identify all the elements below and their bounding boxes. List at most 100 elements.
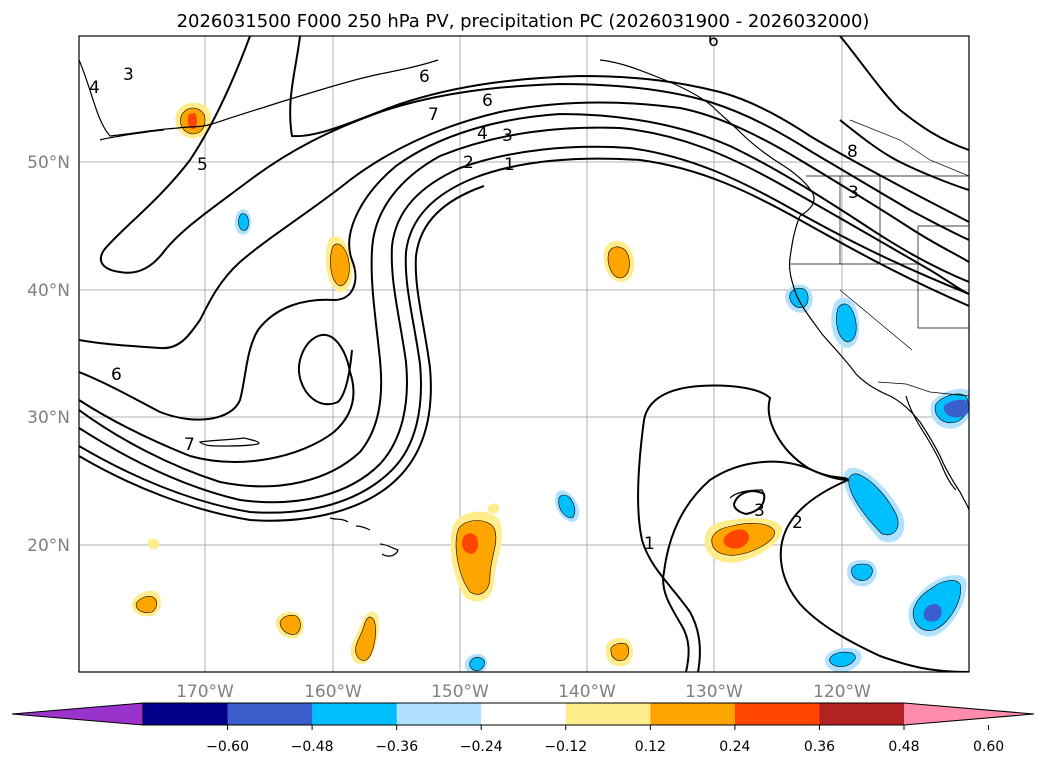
precip-blob bbox=[279, 614, 301, 635]
precip-blob bbox=[943, 399, 969, 418]
precip-blob bbox=[147, 538, 160, 550]
contour-line bbox=[79, 112, 969, 421]
contour-label: 1 bbox=[644, 534, 655, 554]
contour-label: 8 bbox=[847, 142, 858, 162]
colorbar-tick-label: 0.12 bbox=[635, 739, 666, 755]
lon-label: 160°W bbox=[304, 682, 362, 702]
precip-blob bbox=[330, 243, 350, 287]
precip-blob bbox=[836, 303, 857, 343]
contour-line bbox=[662, 460, 849, 672]
precip-blob bbox=[829, 651, 856, 667]
coastlines bbox=[79, 59, 969, 557]
contour-label: 2 bbox=[463, 153, 474, 173]
latitude-labels: 50°N 40°N 30°N 20°N bbox=[27, 153, 70, 556]
colorbar-segment bbox=[819, 703, 905, 725]
contour-label: 7 bbox=[184, 435, 195, 455]
colorbar-segment bbox=[565, 703, 651, 725]
colorbar-tick-label: −0.12 bbox=[544, 739, 587, 755]
longitude-labels: 170°W 160°W 150°W 140°W 130°W 120°W bbox=[176, 682, 871, 702]
map-title: 2026031500 F000 250 hPa PV, precipitatio… bbox=[177, 11, 870, 32]
lon-label: 130°W bbox=[685, 682, 743, 702]
precip-blob bbox=[187, 113, 198, 129]
precip-blob bbox=[355, 616, 376, 661]
contour-line bbox=[289, 36, 969, 223]
contour-label: 3 bbox=[754, 501, 765, 521]
colorbar-segments bbox=[12, 703, 1034, 725]
colorbar-outline bbox=[11, 702, 1035, 726]
colorbar: −0.60 −0.48 −0.36 −0.24 −0.12 0.12 0.24 0.36 0.4… bbox=[11, 702, 1035, 755]
hawaii-islands bbox=[329, 517, 399, 557]
aleutian-chain bbox=[99, 129, 165, 141]
lat-label: 50°N bbox=[27, 153, 70, 173]
precip-blob bbox=[462, 533, 479, 554]
precip-blob bbox=[487, 503, 500, 514]
colorbar-segment bbox=[481, 703, 567, 725]
state-border bbox=[839, 289, 913, 351]
north-america-coast bbox=[788, 215, 969, 511]
contour-label: 1 bbox=[504, 155, 515, 175]
borders bbox=[790, 119, 969, 397]
contour-line bbox=[839, 36, 969, 151]
contour-line bbox=[79, 185, 485, 522]
contour-label: 3 bbox=[123, 65, 134, 85]
colorbar-tick-label: −0.36 bbox=[375, 739, 418, 755]
contour-label: 6 bbox=[482, 91, 493, 111]
lon-label: 140°W bbox=[558, 682, 616, 702]
contour-line bbox=[99, 36, 969, 274]
contour-line bbox=[79, 145, 969, 504]
contour-label: 2 bbox=[792, 513, 803, 533]
lon-label: 150°W bbox=[431, 682, 489, 702]
colorbar-extend-max bbox=[904, 703, 1034, 725]
lat-label: 30°N bbox=[27, 408, 70, 428]
contour-label: 3 bbox=[848, 183, 859, 203]
colorbar-tick-label: 0.60 bbox=[973, 739, 1004, 755]
map-area: 3 4 5 6 7 6 4 3 2 1 6 7 6 8 3 1 3 2 bbox=[78, 31, 970, 673]
contour-label: 4 bbox=[89, 78, 100, 98]
colorbar-tick-label: 0.36 bbox=[804, 739, 835, 755]
colorbar-tick-label: 0.48 bbox=[888, 739, 919, 755]
contour-line bbox=[79, 333, 355, 463]
lat-label: 40°N bbox=[27, 281, 70, 301]
contour-label: 5 bbox=[197, 155, 208, 175]
colorbar-tick-label: 0.24 bbox=[719, 739, 750, 755]
precip-blob bbox=[923, 604, 942, 622]
gridlines bbox=[79, 36, 969, 672]
baja-california bbox=[905, 395, 957, 491]
contour-label: 6 bbox=[419, 67, 430, 87]
precip-blob bbox=[469, 656, 485, 671]
contour-label: 3 bbox=[502, 126, 513, 146]
colorbar-tick-label: −0.48 bbox=[291, 739, 334, 755]
pv-contours bbox=[79, 36, 969, 672]
contour-labels: 3 4 5 6 7 6 4 3 2 1 6 7 6 8 3 1 3 2 bbox=[89, 31, 859, 554]
colorbar-tick-label: −0.24 bbox=[460, 739, 503, 755]
us-mexico-border bbox=[877, 381, 969, 397]
contour-line bbox=[79, 126, 969, 488]
contour-line bbox=[637, 384, 969, 672]
contour-label: 6 bbox=[111, 365, 122, 385]
contour-label: 4 bbox=[477, 124, 488, 144]
contour-label: 7 bbox=[428, 105, 439, 125]
contour-label: 6 bbox=[708, 31, 719, 51]
precip-blob bbox=[558, 494, 576, 519]
precip-blob bbox=[607, 246, 630, 279]
colorbar-segment bbox=[734, 703, 820, 725]
precip-blob bbox=[238, 213, 249, 231]
colorbar-ticks: −0.60 −0.48 −0.36 −0.24 −0.12 0.12 0.24 0.36 0.4… bbox=[206, 725, 1004, 755]
precip-blob bbox=[789, 287, 809, 308]
contour-line bbox=[79, 101, 969, 350]
contour-line bbox=[79, 157, 969, 514]
colorbar-segment bbox=[143, 703, 229, 725]
colorbar-tick-label: −0.60 bbox=[206, 739, 249, 755]
contour-line bbox=[839, 119, 969, 191]
alaska-coast bbox=[79, 59, 439, 137]
precip-shading bbox=[131, 102, 969, 672]
precip-blob bbox=[848, 473, 899, 536]
colorbar-segment bbox=[396, 703, 482, 725]
precip-blob bbox=[723, 529, 749, 549]
colorbar-segment bbox=[227, 703, 313, 725]
province-border bbox=[849, 119, 969, 177]
lon-label: 120°W bbox=[813, 682, 871, 702]
colorbar-extend-min bbox=[12, 703, 143, 725]
precip-blob bbox=[135, 596, 157, 613]
